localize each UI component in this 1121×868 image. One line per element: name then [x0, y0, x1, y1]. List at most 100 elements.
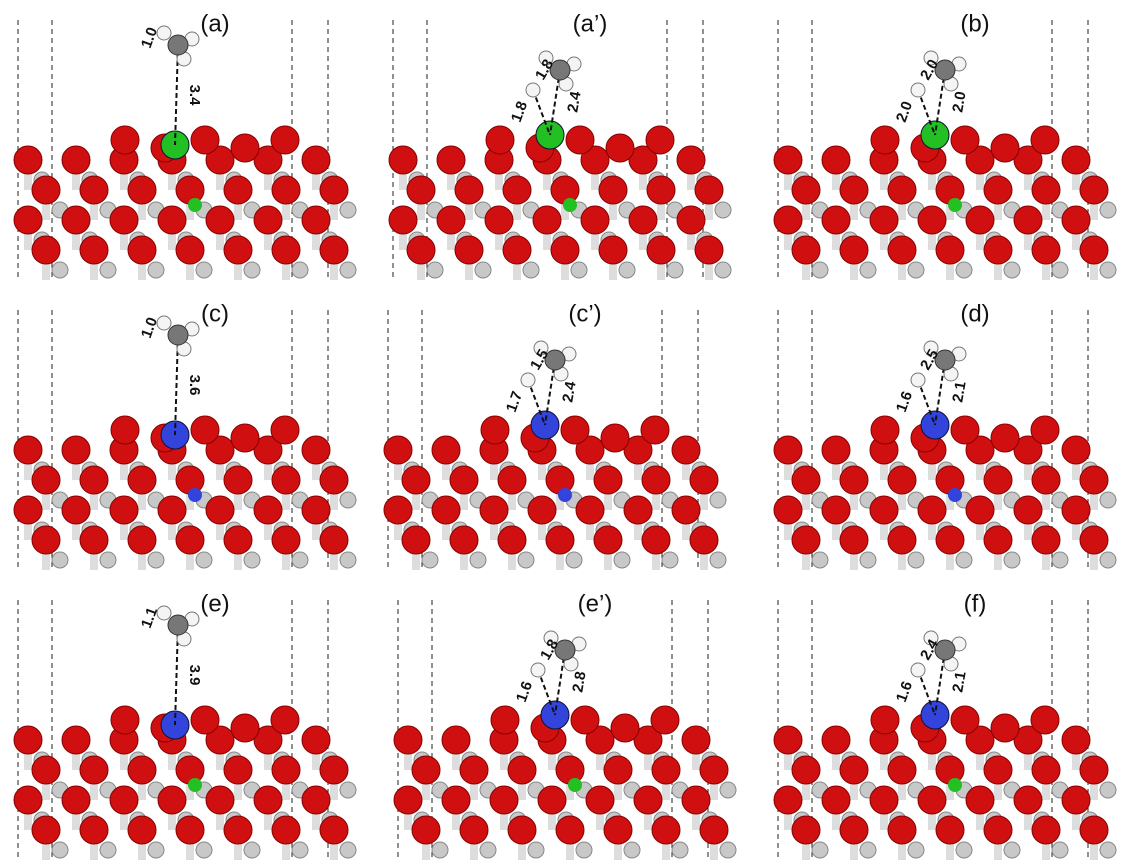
bond — [1090, 250, 1098, 280]
metal-atom — [714, 201, 732, 219]
bond — [264, 510, 272, 540]
bond — [518, 830, 526, 860]
bond — [928, 160, 936, 190]
hydrogen-atom — [543, 630, 559, 646]
oxygen-atom — [791, 755, 821, 785]
oxygen-atom — [1061, 435, 1091, 465]
oxygen-atom — [628, 145, 658, 175]
oxygen-atom — [110, 415, 140, 445]
bond — [330, 540, 338, 570]
oxygen-atom — [935, 465, 965, 495]
bond — [1042, 190, 1050, 220]
panel: (d) 2.51.6 2.1 — [773, 300, 1117, 570]
oxygen-atom — [175, 465, 205, 495]
bond — [138, 190, 146, 220]
bond — [994, 540, 1002, 570]
distance-label: 1.8 — [537, 636, 562, 663]
oxygen-atom — [676, 145, 706, 175]
metal-atom — [955, 551, 973, 569]
oxygen-atom — [31, 465, 61, 495]
sub-dopant — [568, 778, 582, 792]
bond — [705, 190, 713, 220]
oxygen-atom — [401, 465, 431, 495]
bond — [850, 770, 858, 800]
oxygen-atom — [839, 755, 869, 785]
bond — [586, 510, 594, 540]
oxygen-atom — [887, 235, 917, 265]
oxygen-atom — [839, 815, 869, 845]
metal-atom — [1003, 551, 1021, 569]
bond — [264, 160, 272, 190]
sub-dopant — [558, 488, 572, 502]
bond — [634, 510, 642, 540]
oxygen-atom — [950, 125, 980, 155]
oxygen-atom — [983, 175, 1013, 205]
oxygen-atom — [651, 755, 681, 785]
oxygen-atom — [1079, 235, 1109, 265]
bond — [609, 190, 617, 220]
bond — [976, 160, 984, 190]
bond — [452, 800, 460, 830]
metal-atom — [671, 841, 689, 859]
bond — [465, 250, 473, 280]
oxygen-atom — [965, 435, 995, 465]
oxygen-atom — [271, 525, 301, 555]
bond — [687, 160, 695, 190]
metal-atom — [618, 261, 636, 279]
metal-atom — [291, 261, 309, 279]
metal-atom — [1051, 841, 1069, 859]
bond — [460, 480, 468, 510]
oxygen-atom — [633, 725, 663, 755]
bond — [850, 480, 858, 510]
carbon-atom — [934, 349, 956, 371]
bond — [24, 510, 32, 540]
oxygen-atom — [641, 465, 671, 495]
oxygen-atom — [319, 465, 349, 495]
oxygen-atom — [175, 755, 205, 785]
oxygen-atom — [459, 755, 489, 785]
oxygen-atom — [301, 785, 331, 815]
oxygen-atom — [983, 815, 1013, 845]
bond — [168, 450, 176, 480]
bond — [490, 510, 498, 540]
bond — [24, 450, 32, 480]
oxygen-atom — [1079, 525, 1109, 555]
sub-dopant — [188, 198, 202, 212]
oxygen-atom — [301, 145, 331, 175]
bond — [490, 450, 498, 480]
bond — [465, 190, 473, 220]
bond — [138, 480, 146, 510]
bond — [880, 800, 888, 830]
bond — [898, 830, 906, 860]
metal-atom — [147, 841, 165, 859]
oxygen-atom — [965, 785, 995, 815]
bond — [168, 740, 176, 770]
oxygen-atom — [671, 435, 701, 465]
carbon-atom — [934, 59, 956, 81]
oxygen-atom — [935, 235, 965, 265]
oxygen-atom — [610, 713, 640, 743]
metal-atom — [613, 551, 631, 569]
bond — [282, 190, 290, 220]
bond — [264, 800, 272, 830]
oxygen-atom — [490, 705, 520, 735]
oxygen-atom — [431, 495, 461, 525]
distance-line — [934, 69, 946, 136]
oxygen-atom — [485, 125, 515, 155]
bond — [312, 220, 320, 250]
oxygen-atom — [388, 205, 418, 235]
sub-dopant — [188, 778, 202, 792]
bond — [880, 740, 888, 770]
distance-label: 1.7 — [503, 389, 526, 414]
distance-label: 1.6 — [513, 679, 536, 704]
metal-atom — [709, 491, 727, 509]
bond — [898, 540, 906, 570]
oxygen-atom — [598, 175, 628, 205]
panel: (a’) 1.81.8 2.4 — [388, 10, 732, 280]
bond — [90, 480, 98, 510]
oxygen-atom — [917, 495, 947, 525]
oxygen-atom — [603, 815, 633, 845]
oxygen-atom — [870, 125, 900, 155]
bond — [802, 190, 810, 220]
